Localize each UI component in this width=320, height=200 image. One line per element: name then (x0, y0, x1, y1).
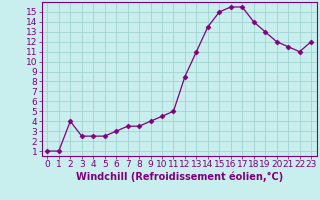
X-axis label: Windchill (Refroidissement éolien,°C): Windchill (Refroidissement éolien,°C) (76, 172, 283, 182)
